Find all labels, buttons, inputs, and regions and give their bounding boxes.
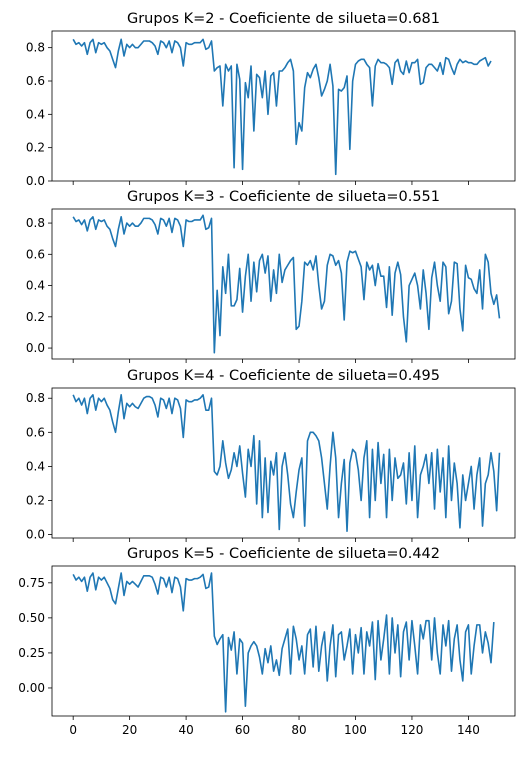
- series-line: [72, 38, 492, 176]
- y-tick-label: 0.0: [26, 528, 45, 542]
- subplot-title: Grupos K=5 - Coeficiente de silueta=0.44…: [127, 546, 440, 562]
- x-tick-label: 120: [401, 723, 424, 737]
- y-tick-label: 0.0: [26, 341, 45, 355]
- subplot-4: Grupos K=5 - Coeficiente de silueta=0.44…: [18, 546, 516, 737]
- x-tick-label: 100: [344, 723, 367, 737]
- subplot-3: Grupos K=4 - Coeficiente de silueta=0.49…: [26, 368, 516, 542]
- y-tick-label: 0.75: [18, 576, 45, 590]
- y-tick-label: 0.50: [18, 611, 45, 625]
- x-tick-label: 40: [178, 723, 193, 737]
- y-tick-label: 0.8: [26, 216, 45, 230]
- subplot-1: Grupos K=2 - Coeficiente de silueta=0.68…: [26, 11, 516, 188]
- series-line: [72, 572, 495, 713]
- subplot-2: Grupos K=3 - Coeficiente de silueta=0.55…: [26, 189, 516, 363]
- y-tick-label: 0.4: [26, 459, 45, 473]
- axes-frame: [51, 565, 516, 717]
- x-tick-label: 0: [69, 723, 77, 737]
- y-tick-label: 0.00: [18, 681, 45, 695]
- x-tick-label: 80: [291, 723, 306, 737]
- series-line: [72, 214, 501, 354]
- subplot-title: Grupos K=4 - Coeficiente de silueta=0.49…: [127, 368, 440, 384]
- series-line: [72, 394, 501, 532]
- axes-frame: [51, 387, 516, 539]
- y-tick-label: 0.8: [26, 41, 45, 55]
- y-tick-label: 0.4: [26, 107, 45, 121]
- x-tick-label: 60: [235, 723, 250, 737]
- y-tick-label: 0.25: [18, 646, 45, 660]
- y-tick-label: 0.6: [26, 74, 45, 88]
- y-tick-label: 0.2: [26, 494, 45, 508]
- y-tick-label: 0.8: [26, 391, 45, 405]
- x-tick-label: 140: [457, 723, 480, 737]
- x-tick-label: 20: [122, 723, 137, 737]
- y-tick-label: 0.2: [26, 310, 45, 324]
- y-tick-label: 0.6: [26, 247, 45, 261]
- axes-frame: [51, 30, 516, 182]
- y-tick-label: 0.4: [26, 279, 45, 293]
- y-tick-label: 0.0: [26, 174, 45, 188]
- axes-frame: [51, 208, 516, 360]
- y-tick-label: 0.6: [26, 425, 45, 439]
- subplot-title: Grupos K=2 - Coeficiente de silueta=0.68…: [127, 11, 440, 27]
- y-tick-label: 0.2: [26, 141, 45, 155]
- subplot-title: Grupos K=3 - Coeficiente de silueta=0.55…: [127, 189, 440, 205]
